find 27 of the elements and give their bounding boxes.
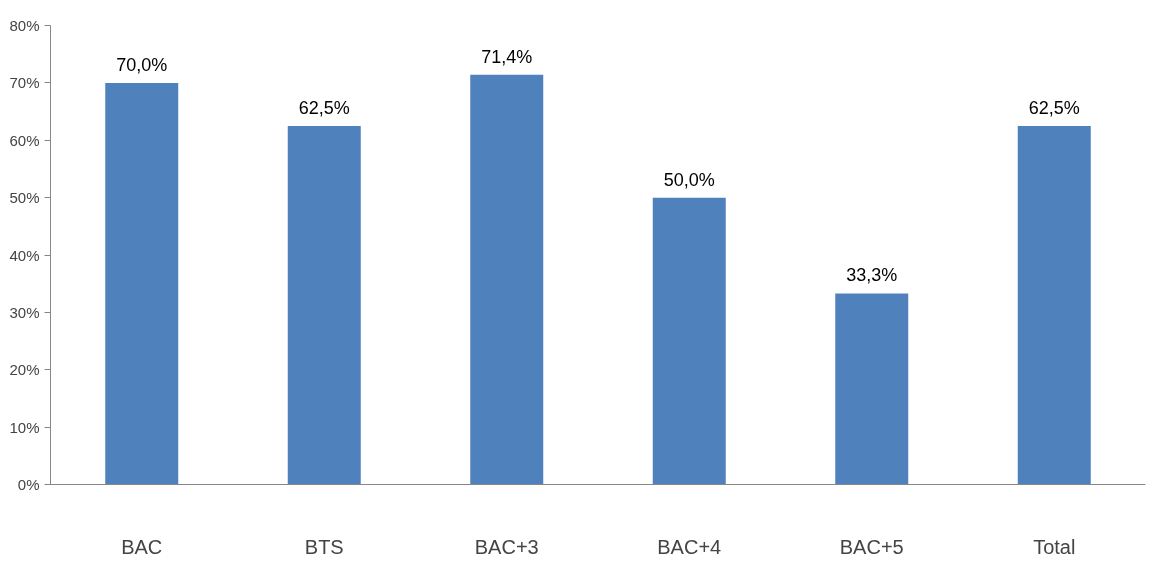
y-tick-label: 40% — [9, 246, 40, 264]
y-tick-label: 30% — [9, 303, 40, 321]
x-tick-label: BAC — [121, 535, 163, 558]
bar — [470, 74, 544, 485]
data-label: 62,5% — [1028, 97, 1080, 118]
y-tick-label: 70% — [9, 74, 40, 92]
bar — [835, 293, 909, 485]
x-tick-label: BAC+3 — [474, 535, 539, 558]
bar — [652, 197, 726, 485]
y-tick-label: 50% — [9, 189, 40, 207]
data-label: 50,0% — [663, 169, 715, 190]
y-tick-label: 60% — [9, 131, 40, 149]
data-label: 70,0% — [116, 54, 168, 75]
x-tick-label: BAC+4 — [657, 535, 722, 558]
bar — [1017, 125, 1091, 485]
y-tick-label: 0% — [17, 476, 40, 493]
data-label: 33,3% — [846, 265, 898, 286]
bar — [105, 82, 179, 485]
data-label: 62,5% — [298, 97, 350, 118]
y-tick-label: 80% — [9, 17, 40, 34]
data-label: 71,4% — [481, 46, 533, 67]
x-tick-label: BAC+5 — [839, 535, 904, 558]
y-tick-label: 10% — [9, 418, 40, 436]
x-tick-label: BTS — [304, 535, 344, 558]
x-tick-label: Total — [1033, 535, 1076, 558]
y-tick-label: 20% — [9, 361, 40, 379]
bar — [287, 125, 361, 485]
